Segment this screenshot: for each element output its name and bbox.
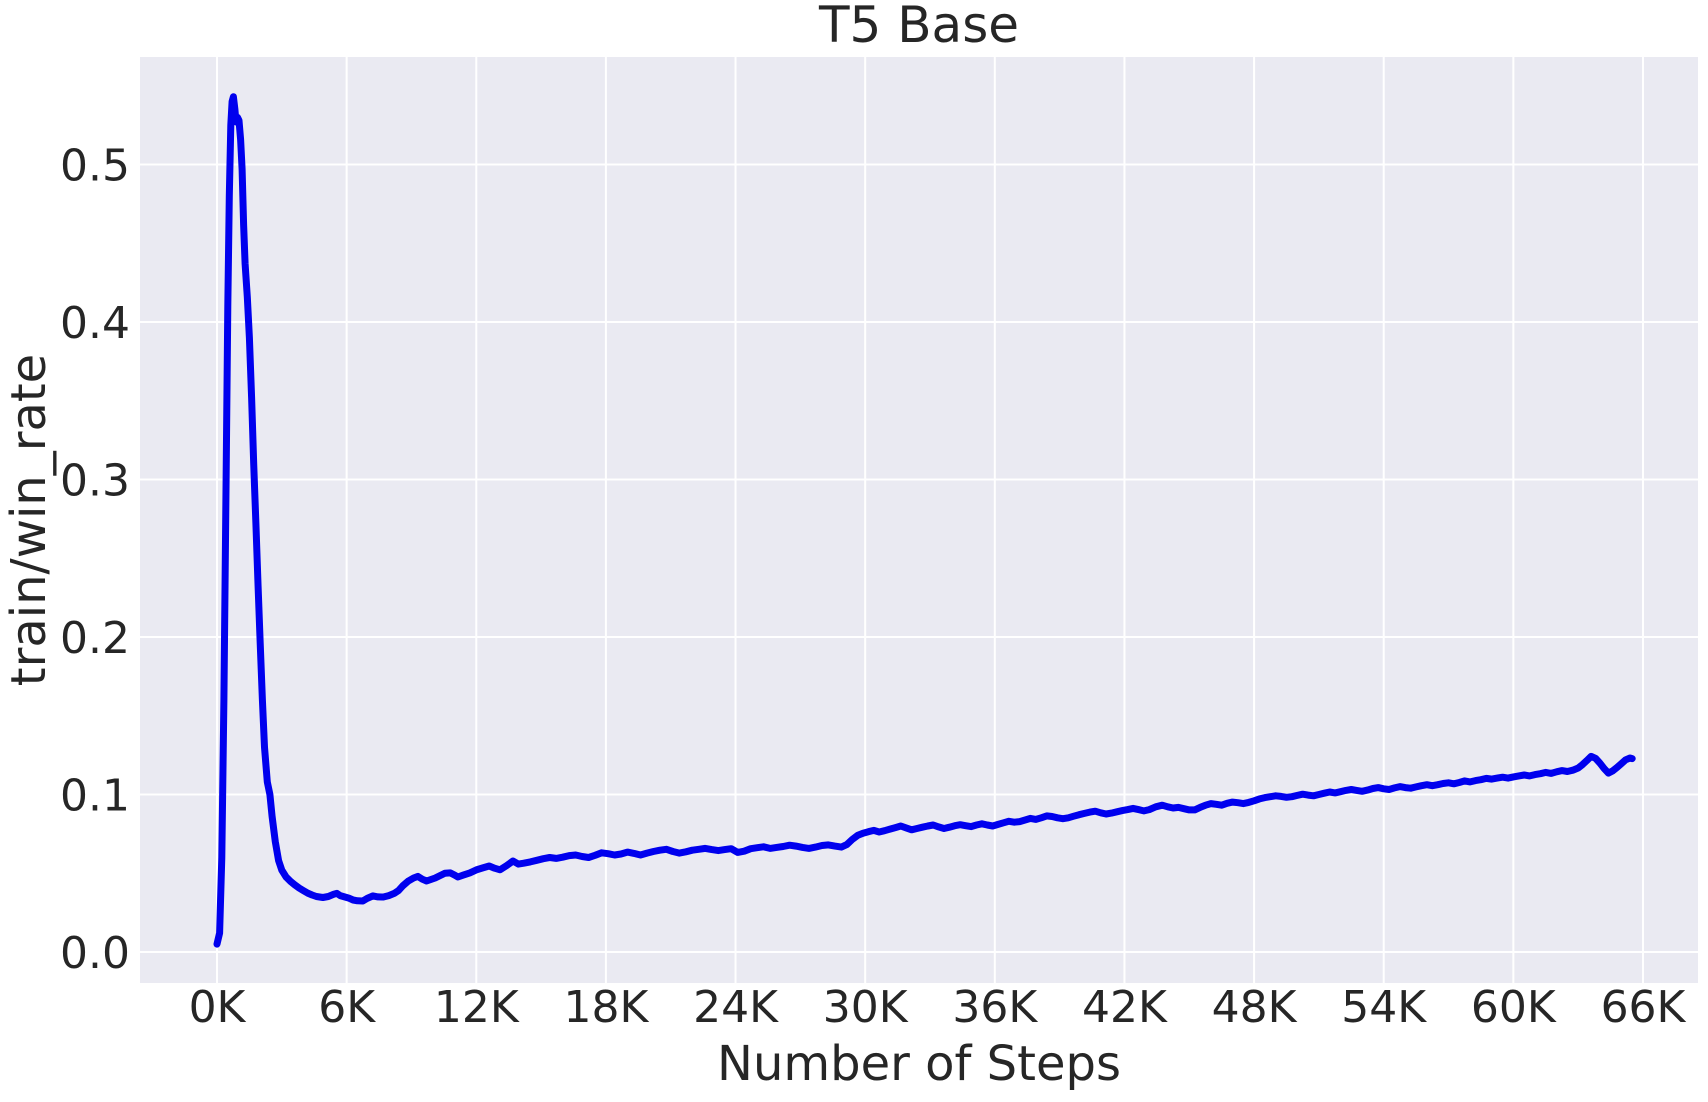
x-tick-label: 0K [189,982,247,1033]
x-tick-label: 42K [1082,982,1168,1033]
y-axis-label: train/win_rate [1,354,57,686]
x-tick-label: 66K [1601,982,1687,1033]
x-tick-label: 18K [563,982,649,1033]
y-tick-labels: 0.0 0.1 0.2 0.3 0.4 0.5 [60,141,130,979]
y-gridlines [140,163,1698,953]
chart-title: T5 Base [818,0,1019,54]
x-tick-labels: 0K 6K 12K 18K 24K 30K 36K 42K 48K 54K 60K 66K [189,982,1687,1033]
y-tick-label: 0.5 [60,141,130,192]
x-tick-label: 36K [952,982,1038,1033]
y-tick-label: 0.1 [60,770,130,821]
x-tick-label: 12K [434,982,520,1033]
y-tick-label: 0.4 [60,298,130,349]
x-tick-label: 24K [693,982,779,1033]
win-rate-line [213,93,1636,948]
plot-area [140,57,1698,983]
y-tick-label: 0.2 [60,613,130,664]
y-tick-label: 0.0 [60,928,130,979]
x-tick-label: 48K [1212,982,1298,1033]
x-tick-label: 30K [823,982,909,1033]
x-tick-label: 54K [1341,982,1427,1033]
y-tick-label: 0.3 [60,456,130,507]
x-axis-label: Number of Steps [717,1036,1121,1092]
x-gridlines [216,57,1644,983]
x-tick-label: 6K [318,982,376,1033]
x-tick-label: 60K [1471,982,1557,1033]
